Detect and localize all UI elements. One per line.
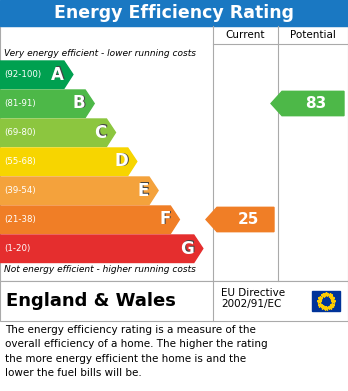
Bar bbox=[0, 281, 348, 321]
Text: E: E bbox=[139, 181, 150, 199]
Bar bbox=[312, 291, 340, 311]
Text: A: A bbox=[52, 65, 65, 83]
Text: B: B bbox=[73, 95, 85, 113]
Text: C: C bbox=[94, 124, 106, 142]
Text: (55-68): (55-68) bbox=[4, 157, 36, 166]
Text: (92-100): (92-100) bbox=[4, 70, 41, 79]
Text: Energy Efficiency Rating: Energy Efficiency Rating bbox=[54, 4, 294, 22]
Text: C: C bbox=[95, 123, 108, 141]
Text: England & Wales: England & Wales bbox=[6, 292, 176, 310]
Polygon shape bbox=[0, 148, 137, 176]
Text: G: G bbox=[181, 239, 195, 257]
Text: A: A bbox=[51, 66, 64, 84]
Text: F: F bbox=[159, 210, 171, 228]
Polygon shape bbox=[271, 91, 344, 116]
Polygon shape bbox=[0, 235, 203, 262]
Text: D: D bbox=[114, 152, 128, 170]
Text: B: B bbox=[73, 94, 86, 112]
Text: E: E bbox=[138, 181, 149, 199]
Polygon shape bbox=[0, 177, 158, 204]
Text: 25: 25 bbox=[238, 212, 259, 227]
Polygon shape bbox=[0, 119, 116, 147]
Text: F: F bbox=[160, 210, 172, 228]
Text: D: D bbox=[115, 152, 129, 170]
Text: G: G bbox=[180, 240, 194, 258]
Text: 83: 83 bbox=[306, 96, 327, 111]
Text: (69-80): (69-80) bbox=[4, 128, 35, 137]
Text: EU Directive: EU Directive bbox=[221, 288, 285, 298]
Text: (1-20): (1-20) bbox=[4, 244, 30, 253]
Polygon shape bbox=[0, 206, 180, 233]
Bar bbox=[0, 0, 348, 26]
Text: Very energy efficient - lower running costs: Very energy efficient - lower running co… bbox=[4, 49, 196, 58]
Polygon shape bbox=[0, 90, 94, 118]
Text: (21-38): (21-38) bbox=[4, 215, 36, 224]
Text: (39-54): (39-54) bbox=[4, 186, 35, 195]
Polygon shape bbox=[206, 207, 274, 232]
Bar bbox=[0, 26, 348, 281]
Text: Current: Current bbox=[226, 30, 265, 40]
Polygon shape bbox=[0, 61, 73, 88]
Text: Potential: Potential bbox=[290, 30, 336, 40]
Text: (81-91): (81-91) bbox=[4, 99, 35, 108]
Text: 2002/91/EC: 2002/91/EC bbox=[221, 299, 282, 309]
Text: Not energy efficient - higher running costs: Not energy efficient - higher running co… bbox=[4, 265, 196, 274]
Text: The energy efficiency rating is a measure of the
overall efficiency of a home. T: The energy efficiency rating is a measur… bbox=[5, 325, 268, 378]
